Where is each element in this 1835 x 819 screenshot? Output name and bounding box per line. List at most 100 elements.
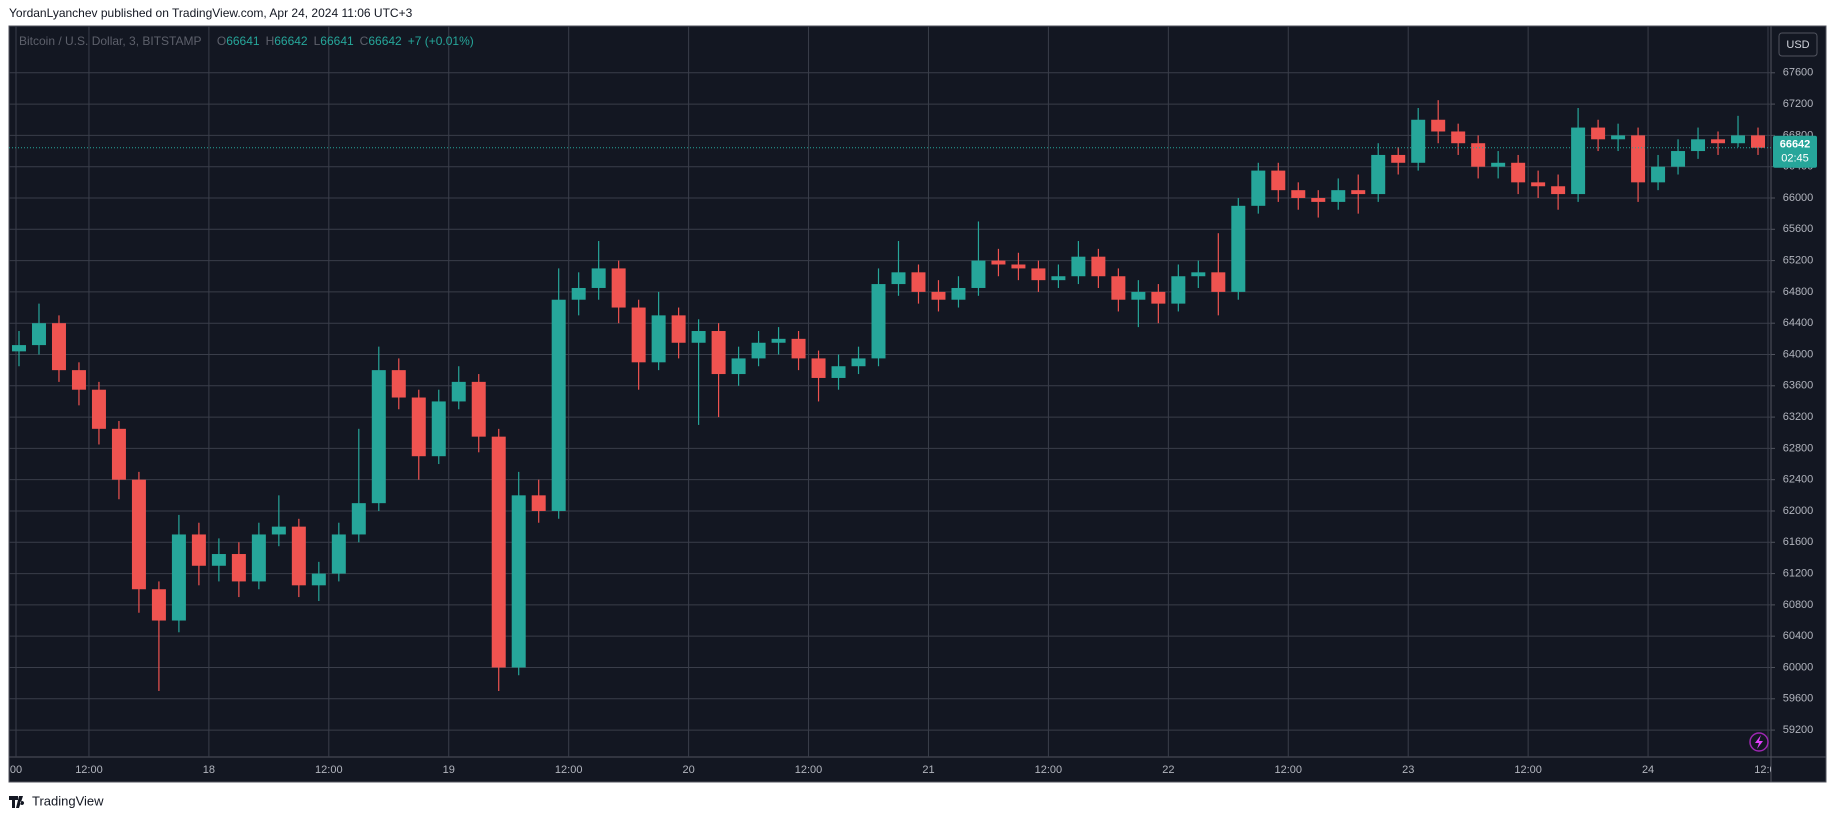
y-tick-label: 64400: [1783, 317, 1814, 329]
last-price-box: [1773, 135, 1817, 168]
x-tick-label: 19: [443, 764, 455, 776]
candle-body: [1411, 119, 1426, 163]
legend-change: +7 (+0.01%): [407, 34, 474, 48]
candle-body: [651, 315, 666, 363]
y-tick-label: 67200: [1783, 98, 1814, 110]
candle-body: [1751, 135, 1766, 148]
candle-body: [771, 338, 786, 343]
candle-body: [1271, 170, 1286, 191]
y-tick-label: 61600: [1783, 536, 1814, 548]
y-tick-label: 60000: [1783, 661, 1814, 673]
currency-box[interactable]: [1778, 32, 1818, 57]
y-tick-label: 60400: [1783, 630, 1814, 642]
candle-body: [171, 534, 186, 621]
brand-logo: [9, 796, 25, 808]
y-tick-label: 62000: [1783, 505, 1814, 517]
candle-body: [471, 381, 486, 437]
x-tick-label: 12:00: [1514, 764, 1542, 776]
legend-field-label: C: [359, 34, 369, 48]
candle-body: [871, 284, 886, 359]
candle-body: [251, 534, 266, 582]
symbol-legend: Bitcoin / U.S. Dollar, 3, BITSTAMP O6664…: [19, 34, 474, 48]
candle-body: [1191, 272, 1206, 277]
y-tick-label: 67600: [1783, 67, 1814, 79]
candle-body: [111, 428, 126, 480]
candle-body: [1051, 276, 1066, 281]
candle-body: [911, 272, 926, 292]
candle-body: [331, 534, 346, 574]
legend-field-label: O: [216, 34, 227, 48]
candle-body: [1591, 127, 1606, 140]
y-tick-label: 61200: [1783, 567, 1814, 579]
candle-body: [1711, 139, 1726, 144]
candle-body: [1691, 139, 1706, 152]
candle-body: [691, 331, 706, 343]
candle-body: [1011, 264, 1026, 269]
candle-body: [191, 534, 206, 566]
candle-body: [1571, 127, 1586, 195]
candle-body: [1291, 190, 1306, 198]
candle-body: [51, 323, 66, 371]
publish-info: YordanLyanchev published on TradingView.…: [9, 6, 413, 20]
candle-body: [1171, 276, 1186, 304]
candle-body: [931, 291, 946, 300]
candle-body: [371, 370, 386, 504]
x-tick-label: 12:00: [75, 764, 103, 776]
candle-body: [131, 479, 146, 590]
candle-body: [971, 260, 986, 288]
candle-body: [271, 526, 286, 535]
y-tick-label: 65600: [1783, 223, 1814, 235]
x-tick-label: 20: [682, 764, 694, 776]
y-tick-label: 63600: [1783, 380, 1814, 392]
candle-body: [1451, 131, 1466, 144]
legend-field-label: L: [313, 34, 321, 48]
legend-field-value: 66642: [368, 34, 402, 48]
candle-body: [91, 389, 106, 429]
y-tick-label: 62400: [1783, 474, 1814, 486]
candle-body: [951, 287, 966, 300]
x-tick-label: 12:00: [795, 764, 823, 776]
candle-body: [751, 342, 766, 359]
y-tick-label: 63200: [1783, 411, 1814, 423]
lightning-icon[interactable]: [1749, 732, 1769, 752]
y-tick-label: 64000: [1783, 348, 1814, 360]
candle-body: [11, 345, 26, 352]
candle-body: [1431, 119, 1446, 132]
candle-body: [851, 358, 866, 367]
x-tick-label: 12:00: [1035, 764, 1063, 776]
candle-body: [451, 381, 466, 402]
candle-body: [711, 331, 726, 375]
candle-body: [1651, 166, 1666, 183]
candle-body: [31, 323, 46, 346]
x-tick-label: 12:00: [1275, 764, 1303, 776]
candle-body: [1511, 162, 1526, 183]
candle-body: [831, 366, 846, 378]
candle-body: [1351, 190, 1366, 195]
x-tick-label: 18: [203, 764, 215, 776]
candle-body: [1131, 291, 1146, 300]
last-price-label: 66642: [1780, 139, 1811, 151]
candle-body: [1671, 151, 1686, 167]
x-tick-label: 00: [10, 764, 22, 776]
lightning-bolt: [1755, 735, 1763, 749]
time-axis: 00 12:00 18 12:00 19 12:00 20 12:00 21 12:00 22 12:…: [10, 764, 1771, 776]
candle-body: [571, 287, 586, 300]
candle-body: [231, 554, 246, 582]
price-axis: 6760067200668006640066000656006520064800…: [1771, 67, 1813, 736]
candle-body: [1391, 154, 1406, 163]
candle-body: [731, 358, 746, 375]
candle-body: [491, 436, 506, 668]
candle-body: [151, 589, 166, 621]
candle-body: [511, 495, 526, 668]
candle-body: [1311, 197, 1326, 202]
y-tick-label: 60800: [1783, 599, 1814, 611]
candle-body: [891, 272, 906, 285]
bar-countdown: 02:45: [1781, 153, 1809, 165]
candle-body: [1331, 190, 1346, 202]
candle-body: [291, 526, 306, 586]
grid: [9, 26, 1771, 757]
candle-body: [1231, 205, 1246, 292]
y-tick-label: 66000: [1783, 192, 1814, 204]
